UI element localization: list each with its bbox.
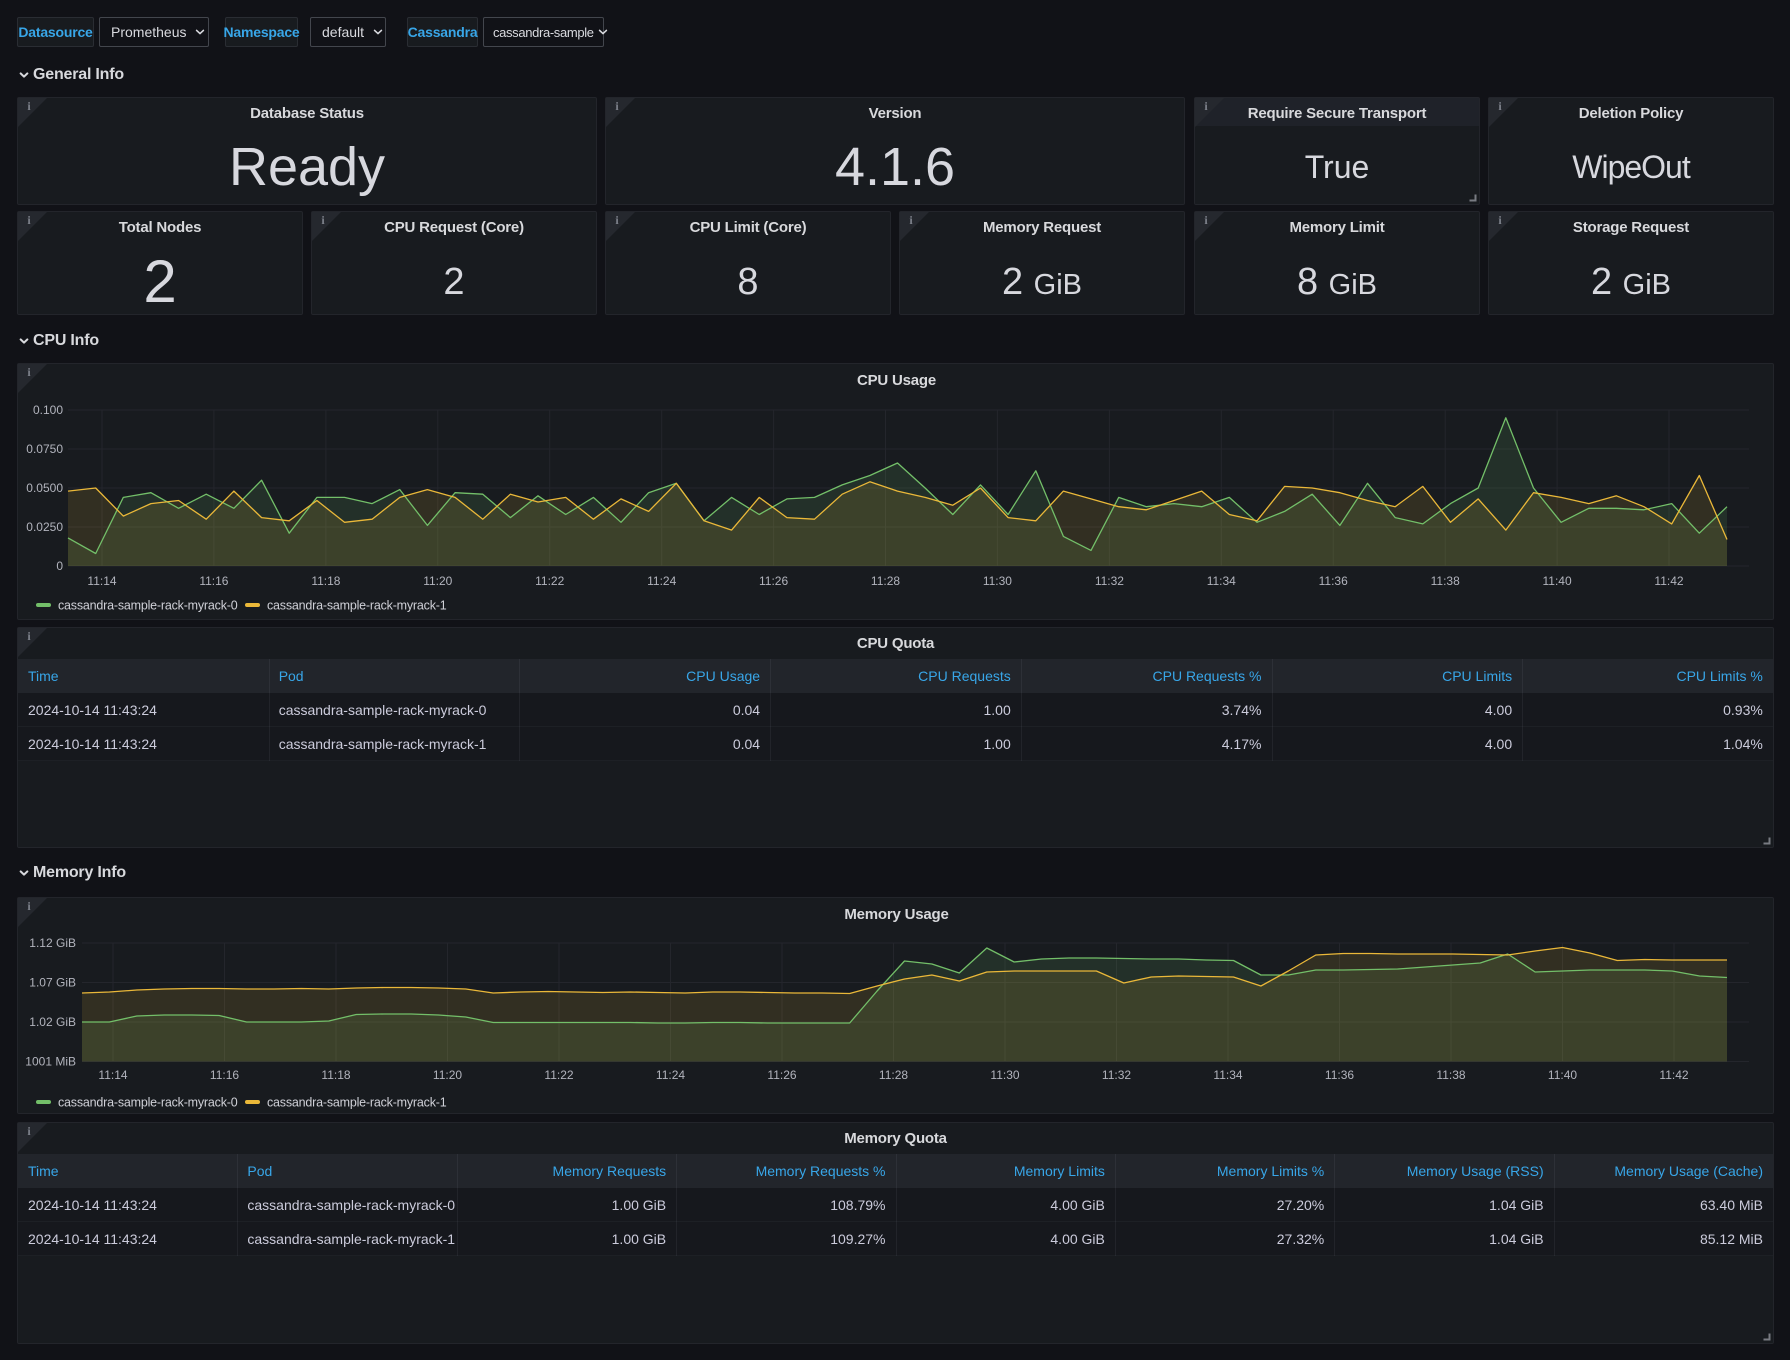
svg-text:11:18: 11:18 [311,574,340,588]
svg-text:11:14: 11:14 [87,574,116,588]
svg-text:11:40: 11:40 [1548,1068,1577,1082]
svg-text:11:16: 11:16 [210,1068,239,1082]
svg-text:11:38: 11:38 [1436,1068,1465,1082]
svg-text:11:36: 11:36 [1319,574,1348,588]
svg-text:11:28: 11:28 [879,1068,908,1082]
svg-text:0.100: 0.100 [33,403,63,417]
svg-text:1001 MiB: 1001 MiB [25,1055,76,1069]
svg-text:11:42: 11:42 [1659,1068,1688,1082]
svg-text:11:20: 11:20 [423,574,452,588]
svg-text:cassandra-sample-rack-myrack-1: cassandra-sample-rack-myrack-1 [267,599,447,613]
svg-text:Memory Usage: Memory Usage [844,906,948,923]
svg-text:CPU Usage: CPU Usage [857,372,936,389]
svg-text:0.0500: 0.0500 [26,481,63,495]
svg-text:11:32: 11:32 [1102,1068,1131,1082]
svg-text:0.0750: 0.0750 [26,442,63,456]
svg-text:11:38: 11:38 [1431,574,1460,588]
svg-text:11:26: 11:26 [759,574,788,588]
svg-text:11:34: 11:34 [1207,574,1236,588]
svg-text:11:28: 11:28 [871,574,900,588]
svg-text:11:42: 11:42 [1654,574,1683,588]
svg-text:11:36: 11:36 [1325,1068,1354,1082]
svg-text:11:14: 11:14 [98,1068,127,1082]
svg-text:11:34: 11:34 [1213,1068,1242,1082]
svg-text:11:22: 11:22 [535,574,564,588]
svg-text:11:32: 11:32 [1095,574,1124,588]
svg-text:11:20: 11:20 [433,1068,462,1082]
svg-text:11:30: 11:30 [990,1068,1019,1082]
svg-text:1.12 GiB: 1.12 GiB [29,936,76,950]
svg-text:11:30: 11:30 [983,574,1012,588]
svg-text:11:40: 11:40 [1543,574,1572,588]
svg-text:11:18: 11:18 [321,1068,350,1082]
svg-text:cassandra-sample-rack-myrack-0: cassandra-sample-rack-myrack-0 [58,599,238,613]
svg-text:cassandra-sample-rack-myrack-0: cassandra-sample-rack-myrack-0 [58,1096,238,1110]
svg-text:0.0250: 0.0250 [26,520,63,534]
svg-text:11:24: 11:24 [647,574,676,588]
svg-text:11:26: 11:26 [767,1068,796,1082]
svg-text:1.07 GiB: 1.07 GiB [29,976,76,990]
svg-text:11:24: 11:24 [656,1068,685,1082]
svg-text:0: 0 [56,559,63,573]
svg-text:1.02 GiB: 1.02 GiB [29,1015,76,1029]
svg-text:11:16: 11:16 [199,574,228,588]
svg-text:cassandra-sample-rack-myrack-1: cassandra-sample-rack-myrack-1 [267,1096,447,1110]
svg-text:11:22: 11:22 [544,1068,573,1082]
